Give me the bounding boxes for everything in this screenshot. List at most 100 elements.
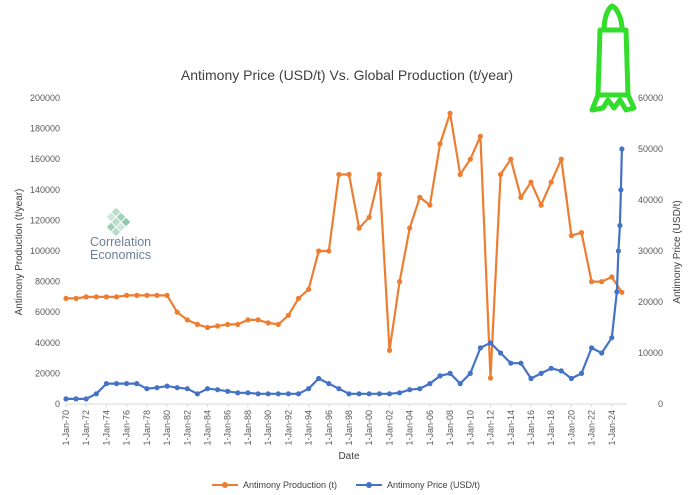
data-point [599, 279, 605, 285]
data-point [437, 373, 443, 379]
data-point [174, 385, 180, 391]
data-point [528, 179, 534, 185]
right-axis-title: Antimony Price (USD/t) [672, 200, 683, 303]
data-point [518, 360, 524, 366]
data-point [134, 381, 140, 387]
data-point [614, 289, 620, 295]
right-tick-label: 20000 [638, 297, 663, 307]
watermark-text-line1: Correlation [90, 235, 151, 249]
data-point [528, 375, 534, 382]
rocket-doodle-icon [589, 3, 637, 113]
data-point [285, 312, 291, 318]
rocket-body [595, 27, 631, 98]
x-tick-label: 1-Jan-86 [223, 410, 233, 446]
data-point [346, 171, 352, 178]
data-point [376, 171, 382, 178]
x-tick-label: 1-Jan-90 [263, 410, 273, 446]
data-point [225, 388, 231, 394]
data-point [397, 279, 403, 285]
data-point [609, 274, 615, 280]
data-point [306, 286, 312, 292]
data-point [498, 171, 504, 178]
x-tick-label: 1-Jan-12 [486, 410, 496, 446]
data-point [93, 391, 99, 397]
watermark-text-line2: Economics [90, 248, 151, 262]
data-point [589, 345, 595, 351]
data-point [174, 309, 180, 315]
data-point [103, 294, 109, 300]
data-point [336, 386, 342, 392]
series-layer [63, 110, 625, 402]
x-tick-label: 1-Jan-94 [304, 410, 314, 446]
left-tick-label: 180000 [30, 124, 60, 134]
data-point [295, 391, 302, 397]
data-point [407, 225, 413, 231]
data-point [215, 387, 221, 393]
x-tick-label: 1-Jan-88 [243, 410, 253, 446]
x-tick-label: 1-Jan-24 [607, 410, 617, 446]
x-tick-label: 1-Jan-22 [587, 410, 597, 446]
watermark-diamond [116, 212, 126, 222]
data-point [609, 335, 615, 341]
left-tick-label: 200000 [30, 93, 60, 103]
data-point [124, 292, 130, 298]
data-point [538, 370, 544, 376]
data-point [225, 321, 231, 327]
data-point [124, 381, 130, 387]
data-point [63, 295, 69, 301]
series-line [66, 148, 623, 400]
x-tick-label: 1-Jan-80 [162, 410, 172, 446]
watermark-logo: Correlation Economics [90, 207, 151, 262]
data-point [316, 248, 322, 254]
series-production [63, 110, 625, 381]
legend-marker-production [222, 482, 228, 488]
x-tick-label: 1-Jan-18 [546, 410, 556, 446]
data-point [245, 390, 251, 396]
data-point [366, 391, 372, 397]
data-point [245, 317, 251, 323]
data-point [376, 391, 382, 397]
data-point [194, 321, 200, 327]
data-point [164, 383, 170, 389]
x-tick-label: 1-Jan-96 [324, 410, 334, 446]
data-point [467, 370, 473, 376]
data-point [255, 317, 261, 323]
data-point [578, 370, 585, 376]
data-point [366, 214, 372, 220]
x-tick-label: 1-Jan-84 [203, 410, 213, 446]
data-point [346, 391, 352, 397]
left-tick-label: 160000 [30, 154, 60, 164]
watermark-diamond [121, 217, 131, 227]
data-point [427, 381, 433, 387]
left-tick-label: 80000 [35, 277, 60, 287]
x-tick-label: 1-Jan-92 [283, 410, 293, 446]
data-point [477, 133, 483, 139]
data-point [548, 365, 554, 371]
x-tick-label: 1-Jan-10 [465, 410, 475, 446]
data-point [578, 230, 585, 236]
data-point [386, 347, 393, 353]
data-point [215, 323, 221, 329]
left-tick-label: 140000 [30, 185, 60, 195]
data-point [113, 294, 120, 300]
data-point [326, 248, 332, 254]
data-point [538, 202, 544, 208]
data-point [498, 350, 504, 356]
right-tick-label: 0 [658, 399, 663, 409]
x-tick-label: 1-Jan-72 [81, 410, 91, 446]
rocket-fins [589, 92, 637, 113]
x-tick-label: 1-Jan-08 [445, 410, 455, 446]
series-price [63, 146, 625, 402]
data-point [134, 292, 140, 298]
data-point [568, 233, 575, 239]
data-point [154, 292, 160, 298]
legend-item-price[interactable]: Antimony Price (USD/t) [356, 480, 480, 490]
legend-item-production[interactable]: Antimony Production (t) [212, 480, 337, 490]
data-point [113, 381, 120, 387]
data-point [356, 225, 362, 231]
data-point [518, 194, 524, 200]
data-point [477, 345, 483, 351]
data-point [437, 141, 443, 147]
data-point [144, 386, 150, 392]
